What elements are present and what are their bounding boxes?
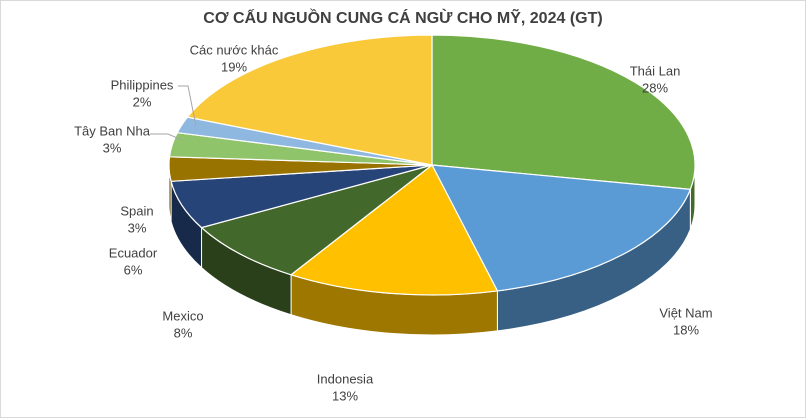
data-label-name: Tây Ban Nha (74, 123, 151, 138)
data-label-name: Các nước khác (190, 42, 279, 57)
data-label-name: Việt Nam (659, 305, 712, 320)
pie-slice (430, 164, 692, 292)
data-label-value: 3% (128, 220, 147, 235)
pie-slice (431, 34, 696, 191)
data-label-name: Thái Lan (630, 63, 681, 78)
data-label-name: Mexico (162, 308, 203, 323)
data-label-value: 19% (221, 59, 247, 74)
data-label-name: Philippines (111, 77, 174, 92)
leader-line (178, 85, 197, 127)
data-label-value: 13% (332, 388, 358, 403)
leader-line (150, 133, 183, 141)
chart-title: CƠ CẤU NGUỒN CUNG CÁ NGỪ CHO MỸ, 2024 (G… (203, 7, 602, 27)
data-label-value: 6% (124, 262, 143, 277)
data-label-value: 2% (133, 94, 152, 109)
pie-slice (186, 34, 433, 166)
data-label-value: 18% (673, 322, 699, 337)
pie-slice (200, 164, 433, 276)
data-label-name: Spain (120, 203, 153, 218)
data-label-name: Ecuador (109, 245, 158, 260)
data-label-name: Indonesia (317, 371, 374, 386)
pie-slice (289, 164, 499, 296)
data-label-value: 28% (642, 80, 668, 95)
data-label-value: 3% (103, 140, 122, 155)
data-label-value: 8% (174, 325, 193, 340)
